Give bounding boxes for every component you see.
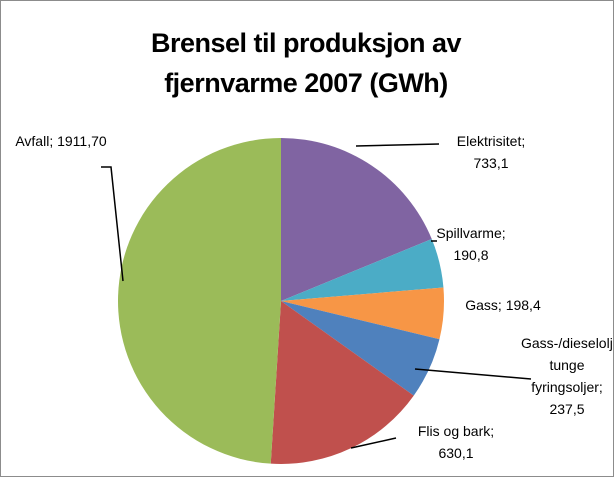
pie-slice [270,301,414,464]
pie-slice [118,138,281,464]
data-label: Flis og bark; 630,1 [401,420,511,464]
label-separator: ; [490,423,495,439]
label-category: Gass-/dieseloljer, tunge fyringsoljer [521,335,613,395]
leader-line [350,437,397,449]
label-separator: ; [49,133,58,149]
label-value: 733,1 [473,155,509,171]
label-separator: ; [521,133,526,149]
leader-line [414,368,532,380]
data-label: Gass; 198,4 [443,294,563,316]
label-value: 237,5 [549,401,585,417]
label-separator: ; [497,297,506,313]
label-value: 198,4 [505,297,541,313]
pie-slice [281,238,444,301]
data-label: Spillvarme; 190,8 [423,222,519,266]
label-value: 630,1 [438,445,474,461]
data-label: Gass-/dieseloljer, tunge fyringsoljer; 2… [521,332,613,420]
label-value: 1911,70 [57,133,107,149]
label-category: Flis og bark [417,423,491,439]
label-separator: ; [598,379,603,395]
data-label: Elektrisitet; 733,1 [441,130,541,174]
leader-line [101,166,124,282]
label-value: 190,8 [453,247,489,263]
label-category: Elektrisitet [456,133,522,149]
data-label: Avfall; 1911,70 [11,130,111,152]
pie-slice [281,138,432,301]
label-separator: ; [501,225,506,241]
chart-title: Brensel til produksjon av fjernvarme 200… [150,28,462,98]
label-category: Spillvarme [436,225,502,241]
label-category: Gass [465,297,498,313]
pie-slice [281,301,440,396]
label-category: Avfall [15,133,50,149]
leader-line [355,143,440,147]
leader-lines [101,143,532,449]
pie-slice [281,287,444,340]
